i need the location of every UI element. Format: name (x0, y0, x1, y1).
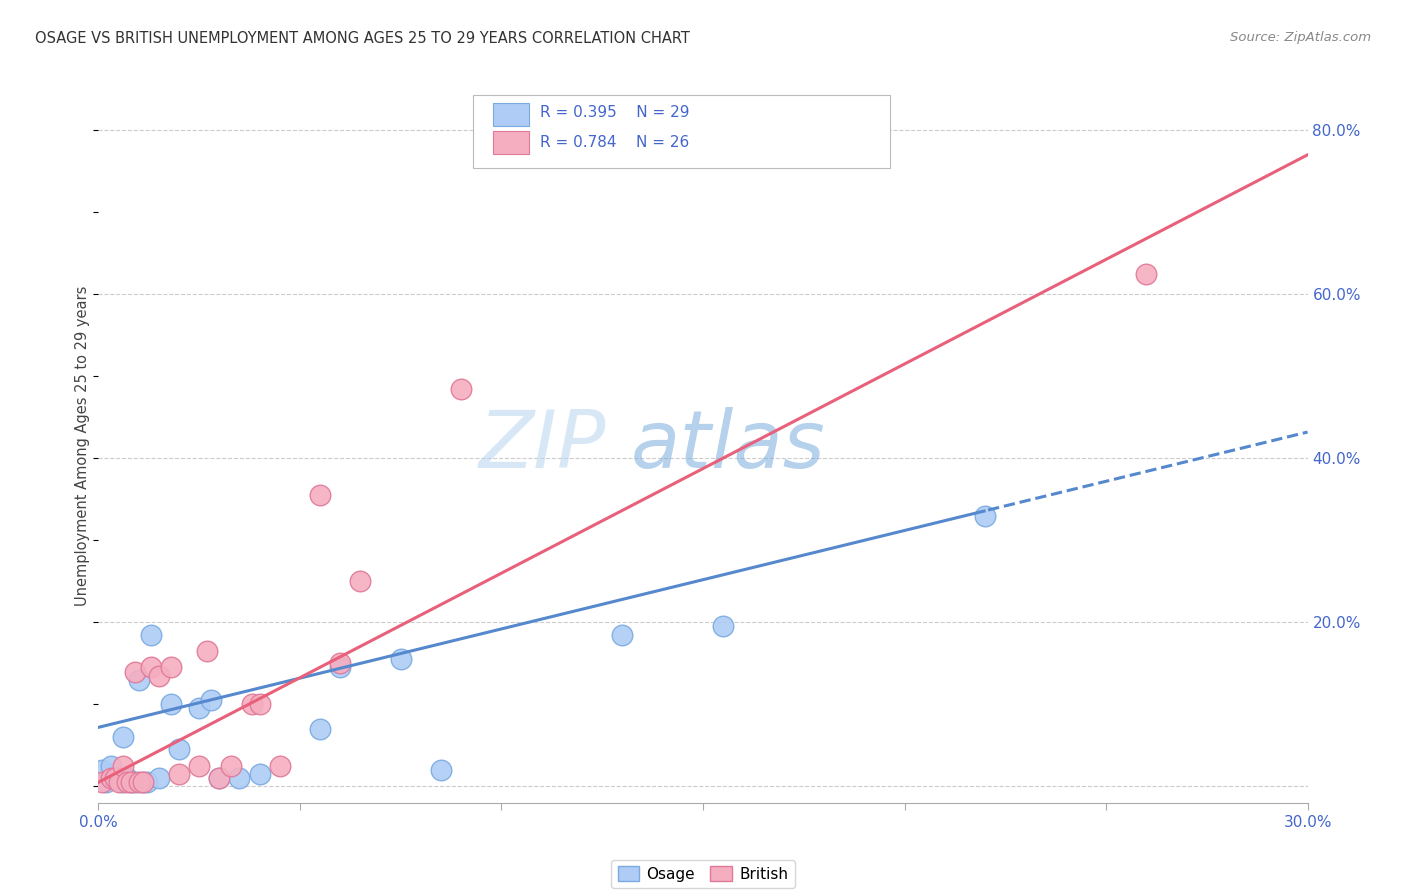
Point (132, 775, 155, 789)
Point (124, 665, 146, 679)
Point (430, 763, 453, 777)
Point (221, 759, 243, 773)
Point (309, 722, 332, 736)
Point (389, 652, 412, 666)
Point (249, 698, 271, 712)
Text: ZIP: ZIP (479, 407, 606, 485)
FancyBboxPatch shape (492, 103, 529, 126)
Point (120, 775, 142, 789)
Point (124, 775, 146, 789)
Point (329, 660, 352, 674)
Point (200, 693, 222, 707)
Point (160, 698, 183, 712)
Point (711, 619, 734, 633)
Point (103, 771, 125, 785)
Point (329, 657, 352, 671)
Point (450, 382, 472, 396)
Point (148, 771, 170, 785)
Point (188, 701, 211, 715)
Point (107, 775, 129, 789)
Point (100, 759, 122, 773)
Point (309, 488, 332, 502)
FancyBboxPatch shape (474, 95, 890, 168)
Text: R = 0.395    N = 29: R = 0.395 N = 29 (540, 105, 689, 120)
FancyBboxPatch shape (492, 131, 529, 154)
Point (96, 775, 118, 789)
Point (91, 775, 114, 789)
Point (195, 644, 218, 658)
Point (349, 574, 371, 589)
Legend: Osage, British: Osage, British (612, 860, 794, 888)
Point (188, 759, 211, 773)
Point (132, 775, 155, 789)
Point (240, 698, 263, 712)
Point (208, 771, 231, 785)
Point (139, 627, 162, 641)
Point (974, 508, 997, 523)
Point (148, 668, 170, 682)
Point (115, 775, 138, 789)
Y-axis label: Unemployment Among Ages 25 to 29 years: Unemployment Among Ages 25 to 29 years (75, 285, 90, 607)
Point (208, 771, 231, 785)
Point (167, 767, 190, 781)
Point (115, 771, 138, 785)
Text: atlas: atlas (630, 407, 825, 485)
Point (612, 627, 634, 641)
Text: R = 0.784    N = 26: R = 0.784 N = 26 (540, 136, 689, 150)
Point (135, 775, 157, 789)
Point (160, 660, 183, 674)
Point (111, 730, 134, 744)
Text: OSAGE VS BRITISH UNEMPLOYMENT AMONG AGES 25 TO 29 YEARS CORRELATION CHART: OSAGE VS BRITISH UNEMPLOYMENT AMONG AGES… (35, 31, 690, 46)
Point (111, 775, 134, 789)
Point (107, 771, 129, 785)
Point (103, 771, 125, 785)
Point (269, 759, 291, 773)
Point (1135, 267, 1157, 281)
Text: Source: ZipAtlas.com: Source: ZipAtlas.com (1230, 31, 1371, 45)
Point (91, 763, 114, 777)
Point (249, 767, 271, 781)
Point (100, 771, 122, 785)
Point (167, 742, 190, 756)
Point (111, 759, 134, 773)
Point (120, 775, 142, 789)
Point (128, 775, 150, 789)
Point (128, 673, 150, 687)
Point (228, 771, 250, 785)
Point (139, 660, 162, 674)
